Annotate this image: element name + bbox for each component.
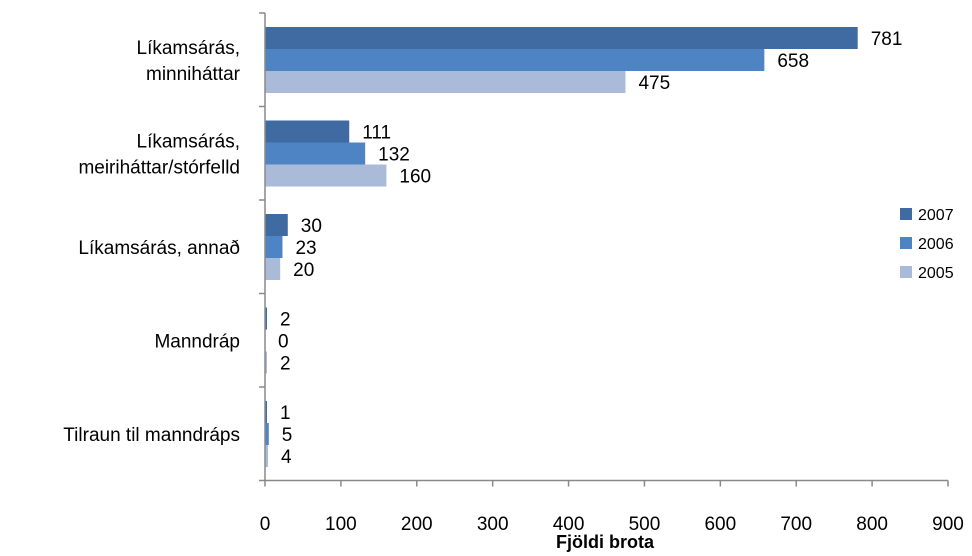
bar-2007-cat-3	[265, 307, 267, 330]
x-tick-label-300: 300	[477, 514, 509, 535]
bar-2005-cat-1	[265, 164, 387, 187]
category-label-4-line-0: Tilraun til manndráps	[63, 425, 240, 446]
category-label-2-line-0: Líkamsárás, annað	[78, 238, 240, 259]
bar-2007-cat-2	[265, 214, 288, 236]
data-label-2006-cat-3: 0	[278, 332, 289, 353]
legend: 2007 2006 2005	[900, 207, 954, 282]
data-label-2005-cat-2: 20	[293, 260, 314, 281]
bar-2005-cat-0	[265, 71, 626, 93]
data-label-2007-cat-1: 111	[362, 123, 391, 144]
x-tick-label-400: 400	[553, 514, 585, 535]
bar-2006-cat-4	[265, 423, 269, 445]
x-tick-label-200: 200	[401, 514, 433, 535]
data-label-2005-cat-4: 4	[281, 447, 292, 468]
legend-swatch-2007	[900, 208, 912, 220]
data-label-2006-cat-4: 5	[282, 425, 293, 446]
data-label-2005-cat-0: 475	[638, 73, 670, 94]
data-label-2006-cat-2: 23	[295, 238, 316, 259]
data-label-2006-cat-0: 658	[777, 51, 809, 72]
category-label-1-line-1: meiriháttar/stórfelld	[78, 157, 240, 178]
plot-area: 781658475Líkamsárás,minniháttar111132160…	[63, 12, 964, 535]
bar-2005-cat-2	[265, 258, 281, 280]
data-label-2007-cat-2: 30	[301, 216, 322, 237]
bar-2007-cat-0	[265, 27, 858, 49]
x-tick-label-900: 900	[932, 514, 964, 535]
legend-label-2006: 2006	[918, 236, 954, 253]
bar-2005-cat-3	[265, 351, 267, 374]
bar-2007-cat-4	[265, 401, 267, 423]
category-label-3-line-0: Manndráp	[154, 331, 240, 352]
data-label-2006-cat-1: 132	[378, 145, 410, 166]
data-label-2005-cat-1: 160	[399, 167, 431, 188]
category-label-1-line-0: Líkamsárás,	[137, 131, 240, 152]
category-label-0-line-0: Líkamsárás,	[137, 38, 240, 59]
x-tick-label-600: 600	[704, 514, 736, 535]
legend-label-2005: 2005	[918, 265, 954, 282]
x-tick-label-800: 800	[856, 514, 888, 535]
bar-2006-cat-2	[265, 236, 283, 258]
bar-2006-cat-0	[265, 49, 765, 71]
x-tick-label-500: 500	[629, 514, 661, 535]
bar-2005-cat-4	[265, 445, 269, 467]
x-tick-label-0: 0	[260, 514, 271, 535]
legend-swatch-2006	[900, 237, 912, 249]
x-tick-label-100: 100	[325, 514, 357, 535]
data-label-2007-cat-0: 781	[871, 29, 903, 50]
data-label-2007-cat-3: 2	[280, 310, 291, 331]
legend-label-2007: 2007	[918, 207, 954, 224]
x-tick-label-700: 700	[780, 514, 812, 535]
legend-swatch-2005	[900, 266, 912, 278]
category-label-0-line-1: minniháttar	[146, 64, 241, 85]
bar-2006-cat-1	[265, 142, 366, 165]
bar-2007-cat-1	[265, 120, 350, 143]
data-label-2007-cat-4: 1	[280, 403, 291, 424]
x-axis-title: Fjöldi brota	[556, 532, 655, 552]
data-label-2005-cat-3: 2	[280, 354, 291, 375]
